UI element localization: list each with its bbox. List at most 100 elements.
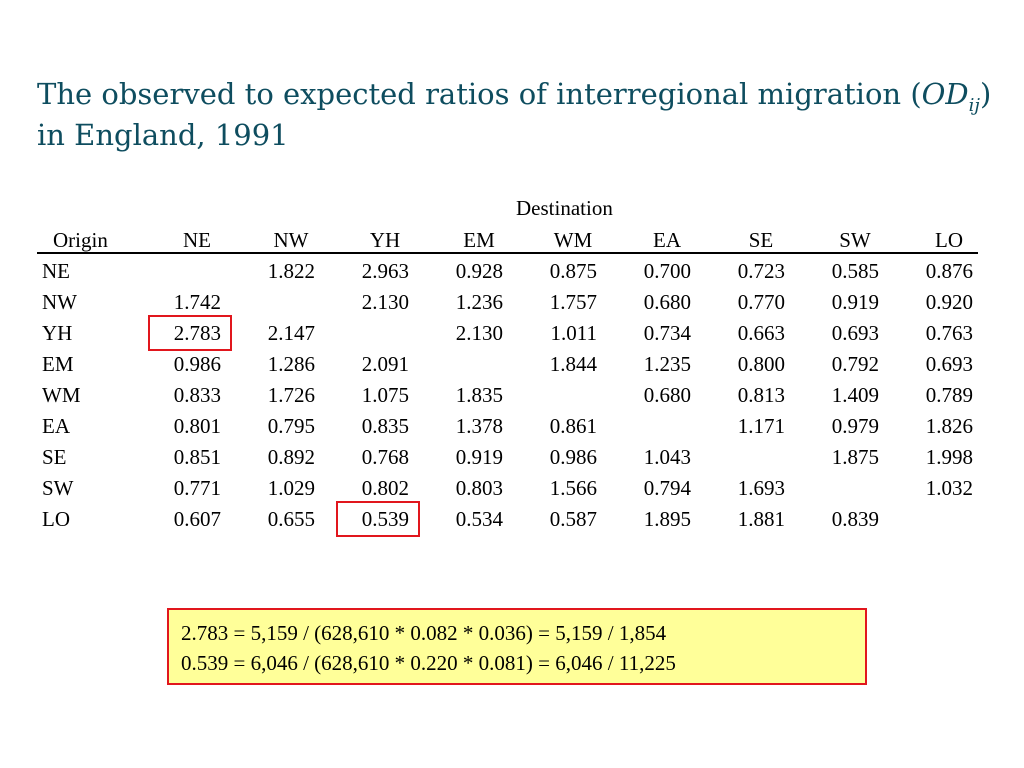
table-cell: 0.534 (455, 507, 503, 531)
table-cell: 0.734 (643, 321, 691, 345)
table-cell: 1.043 (643, 445, 691, 469)
table-cell: 0.723 (737, 259, 785, 283)
column-header-ea: EA (653, 228, 681, 252)
table-cell: 1.693 (737, 476, 785, 500)
table-cell: 1.822 (267, 259, 315, 283)
table-cell: 0.607 (173, 507, 221, 531)
table-cell: 0.539 (361, 507, 409, 531)
title-od-subscript: ij (968, 95, 981, 116)
table-cell: 0.875 (549, 259, 597, 283)
table-cell: 0.986 (173, 352, 221, 376)
column-header-yh: YH (369, 228, 401, 252)
table-cell: 1.875 (831, 445, 879, 469)
column-header-ne: NE (183, 228, 211, 252)
table-cell: 1.881 (737, 507, 785, 531)
table-cell: 0.693 (925, 352, 973, 376)
table-cell: 1.742 (173, 290, 221, 314)
table-cell: 0.680 (643, 383, 691, 407)
formula-line-2: 0.539 = 6,046 / (628,610 * 0.220 * 0.081… (181, 651, 676, 675)
table-cell: 1.235 (643, 352, 691, 376)
column-header-sw: SW (839, 228, 871, 252)
row-label-ne: NE (42, 259, 70, 283)
table-cell: 1.236 (455, 290, 503, 314)
title-text: The observed to expected ratios of inter… (37, 77, 922, 111)
table-cell: 0.920 (925, 290, 973, 314)
table-cell: 0.979 (831, 414, 879, 438)
table-cell: 1.075 (361, 383, 409, 407)
row-label-em: EM (42, 352, 74, 376)
table-cell: 2.783 (173, 321, 221, 345)
table-cell: 0.794 (643, 476, 691, 500)
destination-label: Destination (516, 196, 613, 220)
table-cell: 0.792 (831, 352, 879, 376)
table-cell: 0.919 (831, 290, 879, 314)
table-cell: 0.789 (925, 383, 973, 407)
row-label-se: SE (42, 445, 67, 469)
table-cell: 1.011 (550, 321, 597, 345)
table-cell: 0.693 (831, 321, 879, 345)
table-cell: 1.378 (455, 414, 503, 438)
highlight-box (148, 315, 232, 351)
highlight-box (336, 501, 420, 537)
table-cell: 0.700 (643, 259, 691, 283)
column-header-se: SE (748, 228, 774, 252)
title-od-symbol: OD (921, 77, 969, 111)
table-cell: 0.801 (173, 414, 221, 438)
slide-title: The observed to expected ratios of inter… (37, 74, 997, 156)
row-label-ea: EA (42, 414, 70, 438)
table-cell: 0.663 (737, 321, 785, 345)
table-cell: 0.680 (643, 290, 691, 314)
title-line2: in England, 1991 (37, 118, 289, 152)
row-label-yh: YH (42, 321, 73, 345)
table-cell: 2.130 (361, 290, 409, 314)
table-cell: 0.835 (361, 414, 409, 438)
table-cell: 0.771 (173, 476, 221, 500)
table-cell: 0.833 (173, 383, 221, 407)
table-cell: 1.998 (925, 445, 973, 469)
table-cell: 0.768 (361, 445, 409, 469)
table-cell: 2.147 (267, 321, 315, 345)
formula-box: 2.783 = 5,159 / (628,610 * 0.082 * 0.036… (167, 608, 867, 685)
table-cell: 1.726 (267, 383, 315, 407)
formula-line-1: 2.783 = 5,159 / (628,610 * 0.082 * 0.036… (181, 621, 667, 645)
table-cell: 1.171 (737, 414, 785, 438)
table-header-rule (37, 252, 978, 254)
column-header-em: EM (463, 228, 495, 252)
table-cell: 1.032 (925, 476, 973, 500)
table-cell: 1.757 (549, 290, 597, 314)
table-cell: 0.813 (737, 383, 785, 407)
row-label-sw: SW (42, 476, 74, 500)
table-cell: 0.587 (549, 507, 597, 531)
row-label-wm: WM (42, 383, 81, 407)
table-cell: 1.409 (831, 383, 879, 407)
table-cell: 0.585 (831, 259, 879, 283)
table-cell: 1.286 (267, 352, 315, 376)
table-cell: 2.091 (361, 352, 409, 376)
table-cell: 2.130 (455, 321, 503, 345)
table-cell: 0.655 (267, 507, 315, 531)
table-cell: 0.851 (173, 445, 221, 469)
table-cell: 1.566 (549, 476, 597, 500)
column-header-nw: NW (273, 228, 309, 252)
table-cell: 1.844 (549, 352, 597, 376)
table-cell: 1.029 (267, 476, 315, 500)
table-cell: 0.803 (455, 476, 503, 500)
table-cell: 0.919 (455, 445, 503, 469)
row-label-nw: NW (42, 290, 77, 314)
table-cell: 0.892 (267, 445, 315, 469)
table-cell: 0.763 (925, 321, 973, 345)
table-cell: 1.826 (925, 414, 973, 438)
table-cell: 1.835 (455, 383, 503, 407)
title-close-paren: ) (980, 77, 992, 111)
table-cell: 0.928 (455, 259, 503, 283)
column-header-lo: LO (935, 228, 963, 252)
table-cell: 0.770 (737, 290, 785, 314)
origin-header: Origin (53, 228, 108, 252)
table-cell: 0.795 (267, 414, 315, 438)
table-cell: 0.800 (737, 352, 785, 376)
table-cell: 0.839 (831, 507, 879, 531)
table-cell: 0.876 (925, 259, 973, 283)
row-label-lo: LO (42, 507, 70, 531)
table-cell: 2.963 (361, 259, 409, 283)
table-cell: 0.861 (549, 414, 597, 438)
